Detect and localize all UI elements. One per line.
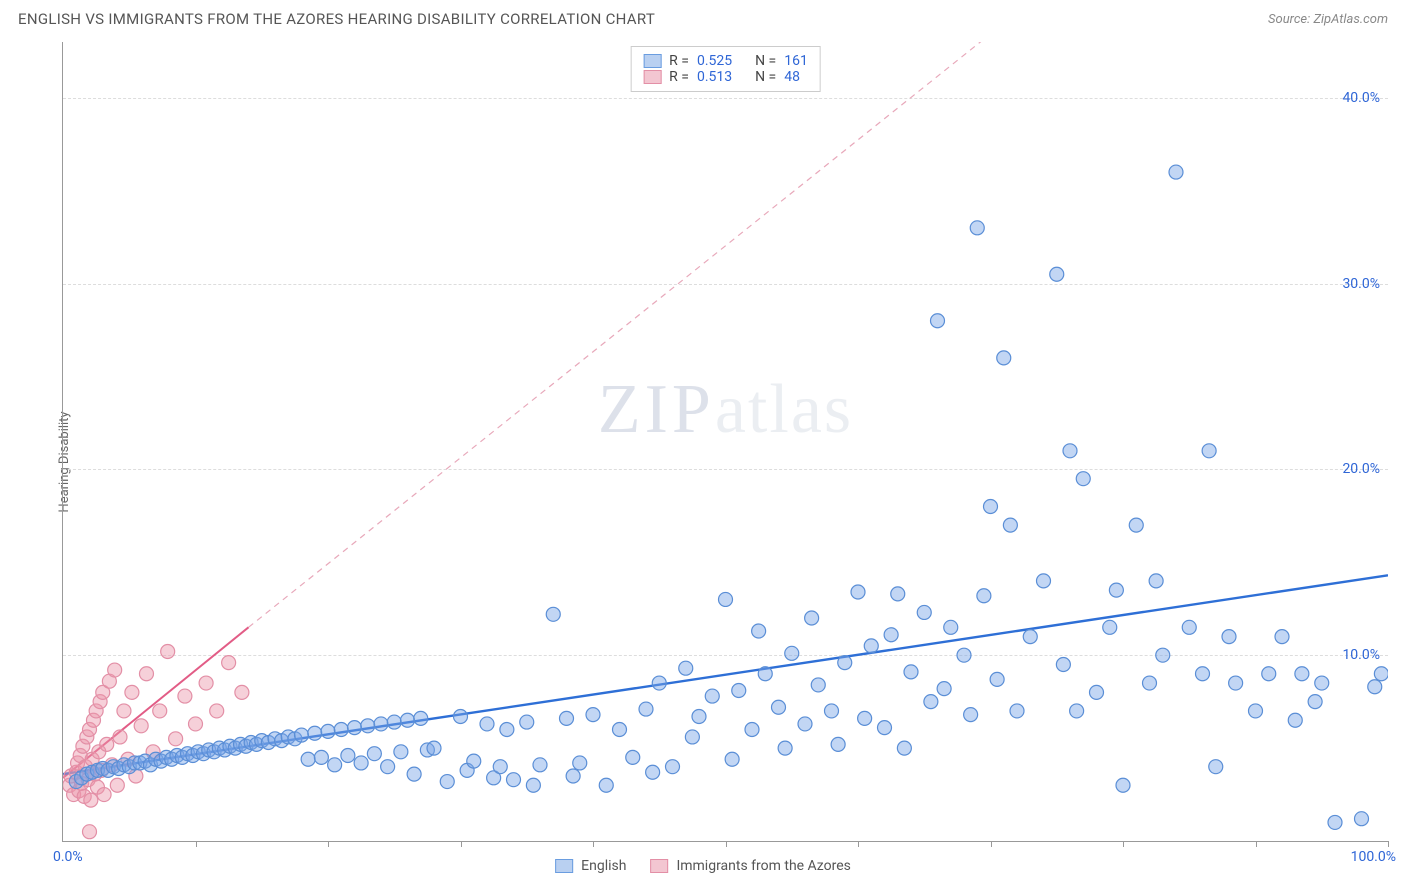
scatter-svg [63, 42, 1388, 841]
legend-label-english: English [581, 858, 626, 874]
correlation-legend: R = 0.525 N = 161 R = 0.513 N = 48 [630, 46, 821, 92]
chart-title: ENGLISH VS IMMIGRANTS FROM THE AZORES HE… [18, 10, 655, 28]
n-label: N = [755, 53, 776, 69]
legend-label-azores: Immigrants from the Azores [676, 858, 850, 874]
n-value-english: 161 [784, 53, 808, 69]
x-axis-min: 0.0% [53, 849, 83, 865]
legend-item-english: English [555, 858, 626, 874]
legend-item-azores: Immigrants from the Azores [650, 858, 850, 874]
legend-row-azores: R = 0.513 N = 48 [643, 69, 808, 85]
swatch-english [555, 859, 573, 873]
legend-row-english: R = 0.525 N = 161 [643, 53, 808, 69]
source-label: Source: [1268, 12, 1310, 27]
source-attribution: Source: ZipAtlas.com [1268, 12, 1388, 27]
r-value-azores: 0.513 [697, 69, 732, 85]
n-label: N = [755, 69, 776, 85]
chart-container: Hearing Disability ZIPatlas R = 0.525 N … [18, 42, 1388, 882]
swatch-english [643, 54, 661, 68]
source-value: ZipAtlas.com [1313, 12, 1388, 27]
n-value-azores: 48 [784, 69, 800, 85]
plot-area: ZIPatlas R = 0.525 N = 161 R = 0.513 N =… [62, 42, 1388, 842]
r-label: R = [669, 53, 689, 69]
x-axis-max: 100.0% [1351, 849, 1396, 865]
swatch-azores [650, 859, 668, 873]
r-label: R = [669, 69, 689, 85]
r-value-english: 0.525 [697, 53, 732, 69]
series-legend: English Immigrants from the Azores [555, 858, 851, 874]
swatch-azores [643, 70, 661, 84]
